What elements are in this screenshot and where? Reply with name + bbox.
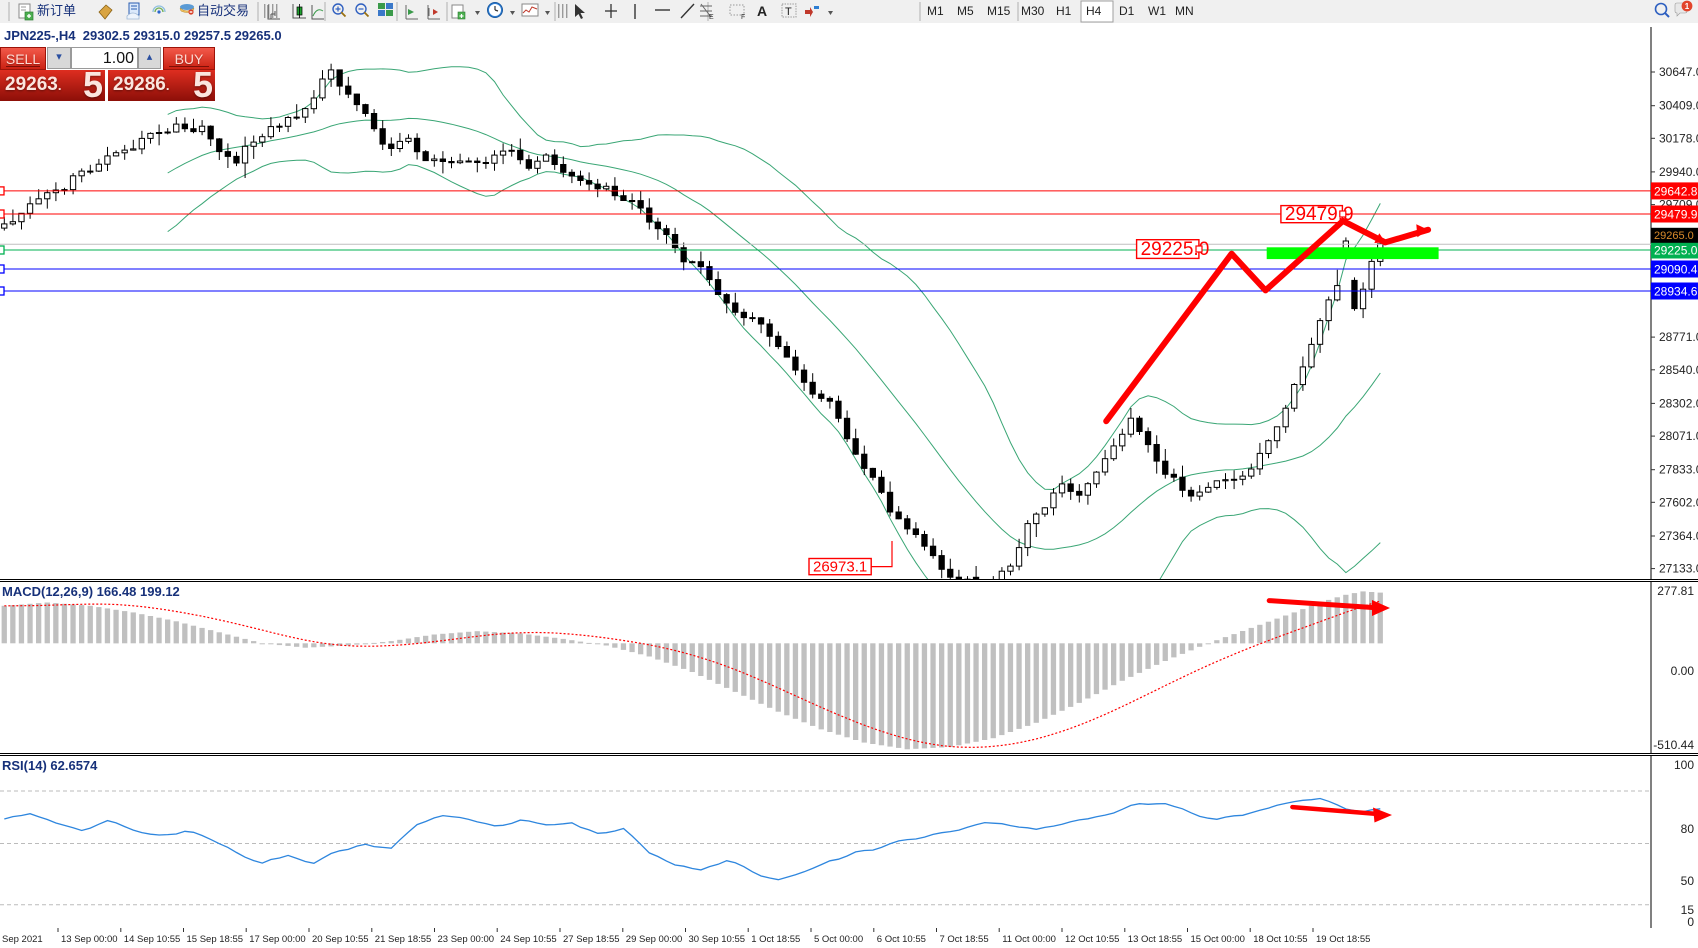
svg-text:12 Oct 10:55: 12 Oct 10:55 (1065, 934, 1119, 945)
svg-text:F: F (741, 14, 745, 21)
svg-text:14 Sep 10:55: 14 Sep 10:55 (124, 934, 181, 945)
svg-text:D1: D1 (1119, 4, 1135, 18)
svg-text:M5: M5 (957, 4, 974, 18)
svg-text:H4: H4 (1086, 4, 1102, 18)
svg-text:新订单: 新订单 (37, 3, 76, 18)
svg-text:28071.0: 28071.0 (1659, 429, 1698, 443)
svg-text:15 Sep 18:55: 15 Sep 18:55 (187, 934, 244, 945)
svg-text:13 Oct 18:55: 13 Oct 18:55 (1128, 934, 1182, 945)
svg-text:Sep 2021: Sep 2021 (2, 934, 43, 945)
svg-text:27833.0: 27833.0 (1659, 463, 1698, 477)
svg-text:30647.0: 30647.0 (1659, 65, 1698, 79)
svg-text:27 Sep 18:55: 27 Sep 18:55 (563, 934, 620, 945)
svg-text:27133.0: 27133.0 (1659, 562, 1698, 576)
svg-text:28540.0: 28540.0 (1659, 363, 1698, 377)
svg-text:27602.0: 27602.0 (1659, 495, 1698, 509)
svg-text:21 Sep 18:55: 21 Sep 18:55 (375, 934, 432, 945)
svg-text:5 Oct 00:00: 5 Oct 00:00 (814, 934, 863, 945)
svg-text:20 Sep 10:55: 20 Sep 10:55 (312, 934, 369, 945)
svg-text:H1: H1 (1056, 4, 1072, 18)
svg-text:15 Oct 00:00: 15 Oct 00:00 (1191, 934, 1245, 945)
svg-text:30178.0: 30178.0 (1659, 131, 1698, 145)
svg-text:30 Sep 10:55: 30 Sep 10:55 (689, 934, 746, 945)
svg-text:28302.0: 28302.0 (1659, 396, 1698, 410)
svg-text:1 Oct 18:55: 1 Oct 18:55 (751, 934, 800, 945)
svg-text:29 Sep 00:00: 29 Sep 00:00 (626, 934, 683, 945)
svg-text:自动交易: 自动交易 (197, 3, 249, 18)
svg-text:T: T (785, 6, 792, 18)
svg-text:7 Oct 18:55: 7 Oct 18:55 (940, 934, 989, 945)
svg-text:17 Sep 00:00: 17 Sep 00:00 (249, 934, 306, 945)
svg-text:27364.0: 27364.0 (1659, 529, 1698, 543)
svg-text:1: 1 (1685, 2, 1690, 11)
svg-text:30409.0: 30409.0 (1659, 99, 1698, 113)
svg-text:M30: M30 (1021, 4, 1045, 18)
svg-text:13 Sep 00:00: 13 Sep 00:00 (61, 934, 118, 945)
svg-text:29709.0: 29709.0 (1659, 198, 1698, 212)
svg-text:M1: M1 (927, 4, 944, 18)
svg-text:W1: W1 (1148, 4, 1166, 18)
svg-text:24 Sep 10:55: 24 Sep 10:55 (500, 934, 557, 945)
svg-text:11 Oct 00:00: 11 Oct 00:00 (1002, 934, 1056, 945)
svg-text:MN: MN (1175, 4, 1194, 18)
svg-text:23 Sep 00:00: 23 Sep 00:00 (438, 934, 495, 945)
svg-text:A: A (757, 3, 767, 19)
svg-text:19 Oct 18:55: 19 Oct 18:55 (1316, 934, 1370, 945)
svg-text:18 Oct 10:55: 18 Oct 10:55 (1253, 934, 1307, 945)
svg-text:E: E (709, 14, 714, 21)
svg-text:28771.0: 28771.0 (1659, 330, 1698, 344)
svg-text:M15: M15 (987, 4, 1011, 18)
svg-text:6 Oct 10:55: 6 Oct 10:55 (877, 934, 926, 945)
svg-text:29940.0: 29940.0 (1659, 165, 1698, 179)
